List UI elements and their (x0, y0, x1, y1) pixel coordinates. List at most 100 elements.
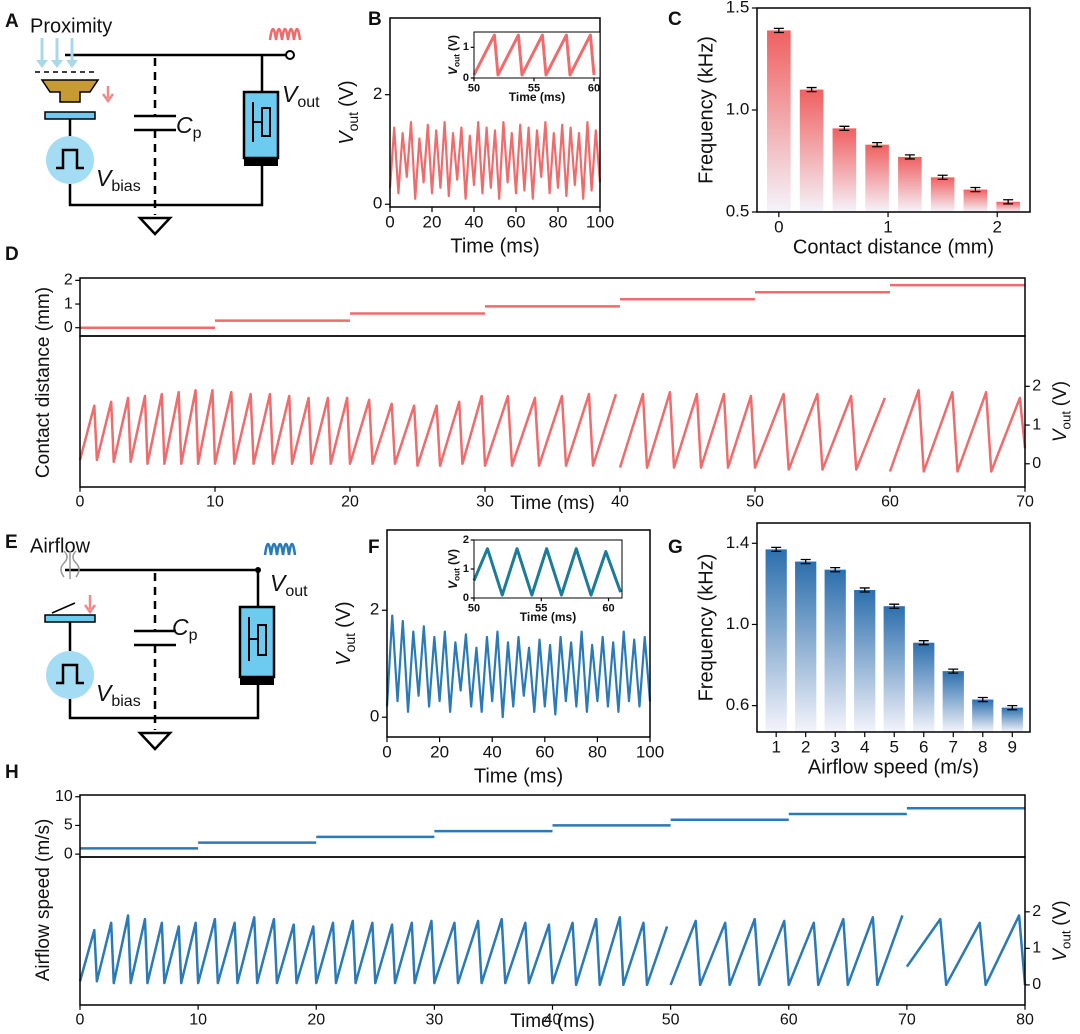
axis-title: Frequency (kHz) (695, 36, 717, 184)
x-tick-label: 40 (544, 1011, 562, 1028)
y-tick-label: 0 (463, 592, 469, 604)
bias-source (46, 651, 94, 699)
error-bar (830, 566, 841, 573)
wave-icon (268, 27, 302, 41)
diagram-title: Airflow (30, 535, 91, 557)
panel-letter: H (5, 762, 19, 783)
axis-title: Time (ms) (474, 765, 563, 787)
x-tick-label: 8 (978, 738, 987, 757)
bar (883, 606, 905, 732)
capacitor-label: Cp (172, 614, 198, 644)
x-tick-label: 70 (898, 1011, 916, 1028)
x-tick-label: 0 (774, 218, 783, 237)
x-tick-label: 60 (507, 213, 526, 232)
bar (930, 177, 955, 212)
bar (972, 699, 994, 732)
bar (795, 561, 817, 732)
subscript: out (1058, 930, 1073, 949)
x-tick-label: 80 (549, 213, 568, 232)
x-tick-label: 0 (76, 493, 85, 510)
bar (913, 642, 935, 732)
symbol: C (176, 112, 193, 138)
x-tick-label: 2 (801, 738, 810, 757)
unit: (V) (1050, 381, 1071, 406)
subscript: out (452, 54, 462, 67)
inset-line (472, 547, 623, 597)
motion-arrow (101, 86, 115, 104)
x-tick-label: 60 (535, 743, 554, 762)
x-tick-label: 60 (602, 602, 614, 614)
y-tick-label: 0 (64, 845, 73, 862)
x-tick-label: 40 (465, 213, 484, 232)
subscript: p (193, 125, 202, 142)
x-tick-label: 10 (189, 1011, 207, 1028)
y-tick-label: 10 (55, 788, 73, 805)
x-tick-label: 30 (425, 1011, 443, 1028)
x-tick-label: 7 (949, 738, 958, 757)
device-symbol (252, 102, 271, 142)
unit: (V) (336, 80, 358, 107)
error-bar (904, 154, 915, 160)
inset-line (472, 33, 596, 77)
bar (942, 671, 964, 732)
axis-title: Time (ms) (520, 610, 576, 624)
unit: (V) (333, 601, 355, 628)
panel-letter: A (5, 11, 19, 32)
unit: (V) (446, 549, 460, 565)
x-tick-label: 100 (586, 213, 614, 232)
plot-frame (756, 7, 1031, 213)
x-tick-label: 1 (771, 738, 780, 757)
panel-letter: D (5, 244, 19, 265)
signal-line (78, 914, 1027, 987)
axis-title: Vout (V) (1050, 900, 1073, 961)
plot-frame (756, 522, 1031, 733)
y-tick-label: 0.5 (726, 201, 750, 220)
symbol: C (172, 614, 189, 640)
plot-frame (389, 17, 601, 208)
x-tick-label: 3 (830, 738, 839, 757)
panel-letter: C (668, 9, 682, 30)
bar (832, 128, 857, 212)
y-tick-label: 0 (1032, 976, 1041, 993)
plot-frame (473, 31, 601, 79)
y-tick-label: 1 (463, 563, 469, 575)
x-tick-label: 30 (476, 493, 494, 510)
x-tick-label: 50 (746, 493, 764, 510)
error-bar (800, 558, 811, 565)
x-tick-label: 100 (636, 743, 664, 762)
bar (865, 144, 889, 212)
x-tick-label: 50 (468, 82, 480, 94)
step-line (80, 806, 1025, 850)
bar (824, 569, 846, 732)
x-tick-label: 80 (588, 743, 607, 762)
panel-letter: E (5, 532, 18, 553)
pulse (56, 148, 84, 170)
error-bar (918, 640, 929, 646)
subscript: out (452, 568, 462, 581)
subscript: out (285, 583, 308, 600)
axis-title: Airflow speed (m/s) (33, 819, 54, 982)
error-bar (970, 186, 981, 193)
axis-title: Contact distance (mm) (793, 236, 994, 258)
y-tick-label: 1.5 (726, 0, 750, 16)
unit: (V) (1050, 900, 1071, 925)
y-tick-label: 1.4 (726, 533, 750, 552)
bar (996, 201, 1020, 212)
axis-title: Time (ms) (510, 493, 595, 514)
wires (35, 53, 286, 236)
symbol: V (1050, 427, 1071, 442)
output-label: Vout (282, 81, 320, 111)
x-tick-label: 20 (430, 743, 449, 762)
error-bar (859, 587, 870, 593)
output-label: Vout (270, 570, 308, 600)
device-symbol (248, 617, 267, 661)
pulse (56, 663, 84, 685)
x-tick-label: 5 (890, 738, 899, 757)
x-tick-label: 55 (535, 602, 547, 614)
error-bar (937, 174, 948, 181)
x-tick-label: 9 (1008, 738, 1017, 757)
y-tick-label: 0 (1032, 455, 1041, 472)
plot-frame (386, 529, 651, 738)
error-bar (806, 86, 817, 93)
